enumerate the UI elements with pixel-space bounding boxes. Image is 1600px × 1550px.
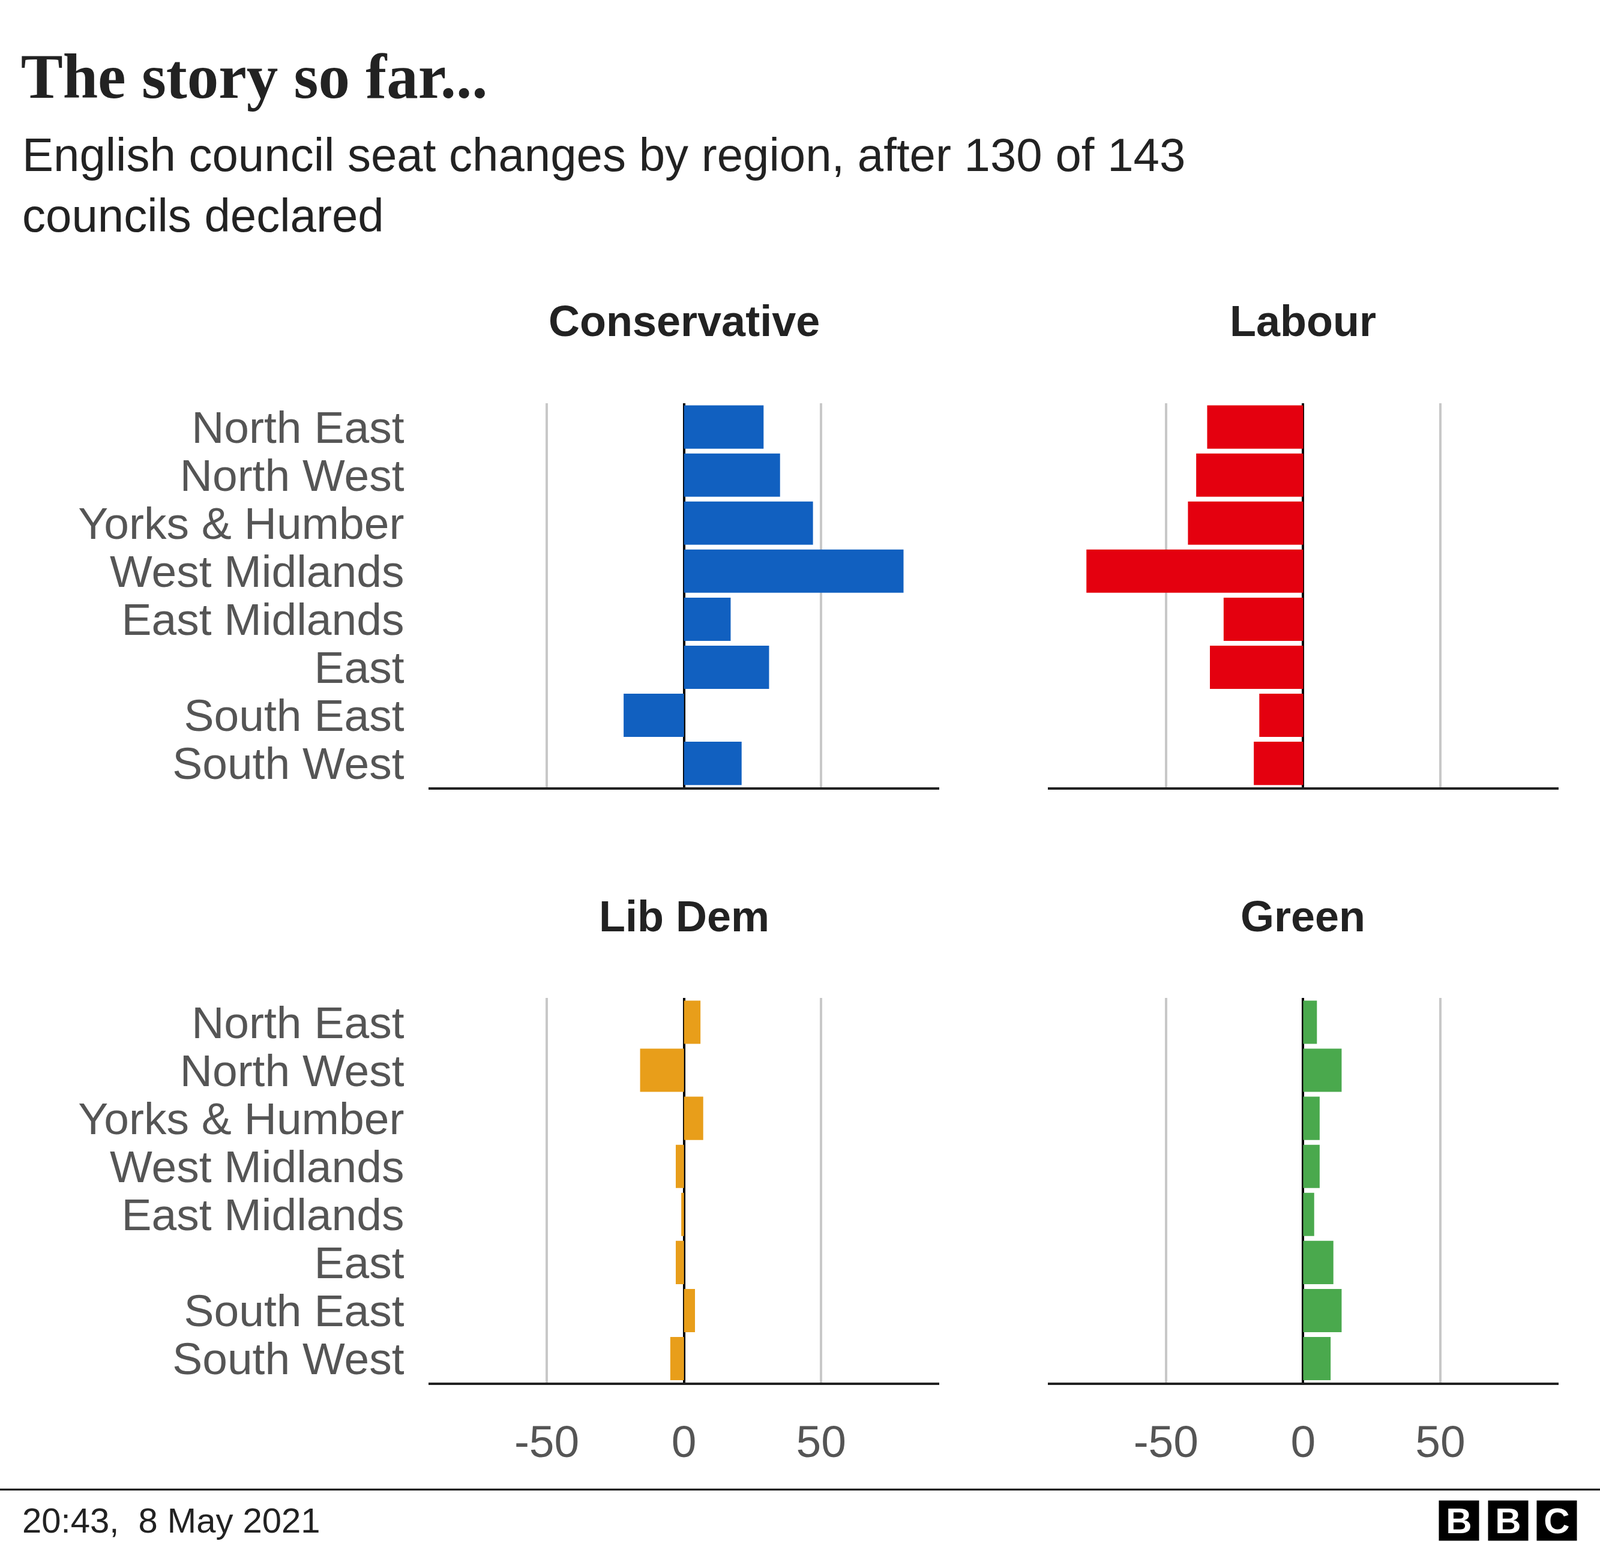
svg-text:North East: North East bbox=[191, 402, 404, 453]
svg-text:-50: -50 bbox=[1133, 1416, 1199, 1467]
svg-text:West Midlands: West Midlands bbox=[109, 546, 404, 597]
svg-text:East Midlands: East Midlands bbox=[121, 594, 404, 645]
svg-text:West Midlands: West Midlands bbox=[109, 1141, 404, 1192]
svg-text:The story so far...: The story so far... bbox=[21, 41, 488, 112]
svg-text:English council seat changes b: English council seat changes by region, … bbox=[22, 128, 1186, 242]
svg-text:East: East bbox=[313, 642, 404, 693]
svg-text:East: East bbox=[313, 1237, 404, 1288]
svg-text:50: 50 bbox=[1415, 1416, 1465, 1467]
svg-text:South West: South West bbox=[172, 738, 404, 789]
svg-text:Yorks & Humber: Yorks & Humber bbox=[78, 498, 404, 549]
svg-text:South West: South West bbox=[172, 1333, 404, 1384]
svg-text:South East: South East bbox=[184, 1285, 405, 1336]
svg-text:Conservative: Conservative bbox=[548, 297, 820, 346]
svg-text:Lib Dem: Lib Dem bbox=[598, 892, 770, 941]
svg-text:C: C bbox=[1543, 1500, 1570, 1541]
svg-text:20:43, 8 May 2021: 20:43, 8 May 2021 bbox=[22, 1500, 321, 1540]
svg-text:50: 50 bbox=[796, 1416, 847, 1467]
svg-text:Yorks & Humber: Yorks & Humber bbox=[78, 1093, 404, 1144]
svg-text:North West: North West bbox=[180, 1045, 405, 1096]
svg-text:-50: -50 bbox=[514, 1416, 580, 1467]
svg-text:B: B bbox=[1494, 1500, 1521, 1541]
svg-text:Green: Green bbox=[1240, 892, 1366, 941]
svg-text:North East: North East bbox=[191, 997, 404, 1048]
svg-text:0: 0 bbox=[671, 1416, 697, 1467]
svg-text:B: B bbox=[1445, 1500, 1472, 1541]
svg-text:North West: North West bbox=[180, 450, 405, 501]
svg-text:East Midlands: East Midlands bbox=[121, 1189, 404, 1240]
svg-text:0: 0 bbox=[1290, 1416, 1317, 1467]
svg-text:Labour: Labour bbox=[1229, 297, 1377, 346]
svg-text:South East: South East bbox=[184, 690, 405, 741]
